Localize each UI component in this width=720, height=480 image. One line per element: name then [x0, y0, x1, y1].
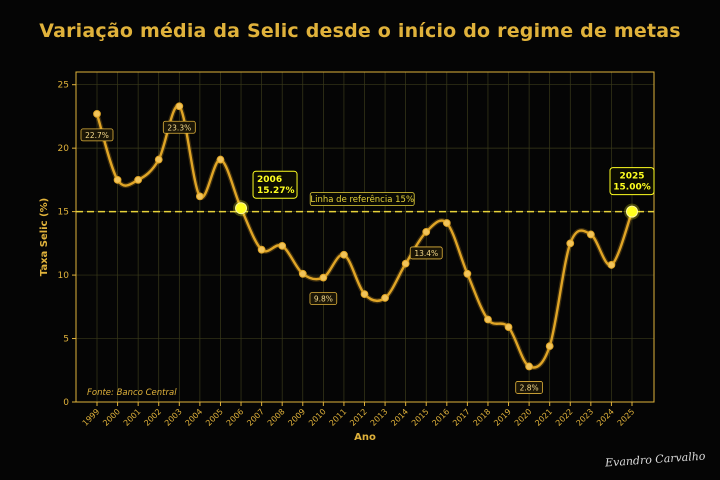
x-tick-label: 2001: [122, 407, 143, 428]
x-tick-label: 2014: [389, 407, 410, 428]
x-tick-label: 2021: [533, 407, 554, 428]
x-tick-label: 2024: [595, 407, 616, 428]
data-point: [401, 259, 410, 268]
point-label-box: [409, 246, 443, 260]
y-tick-label: 10: [58, 271, 70, 281]
x-tick-label: 2007: [245, 407, 266, 428]
x-tick-label: 2012: [348, 407, 369, 428]
data-point: [257, 245, 266, 254]
data-point: [216, 155, 225, 164]
data-point: [484, 315, 492, 324]
reference-label: Linha de referência 15%: [310, 194, 414, 205]
data-point: [504, 323, 513, 332]
highlight-year: 2006: [257, 175, 282, 185]
data-point: [442, 219, 451, 227]
y-tick-label: 20: [58, 144, 70, 154]
data-point: [422, 228, 431, 236]
point-label: 23.3%: [167, 123, 191, 132]
y-tick-label: 5: [63, 335, 69, 345]
y-tick-label: 15: [58, 208, 69, 218]
data-point: [525, 362, 534, 371]
data-point: [360, 290, 369, 299]
highlight-year: 2025: [619, 172, 644, 182]
x-tick-label: 2022: [554, 407, 575, 428]
data-point: [463, 269, 472, 278]
highlight-value: 15.00%: [613, 183, 651, 193]
y-axis-label: Taxa Selic (%): [39, 198, 50, 276]
data-point: [195, 192, 204, 201]
highlight-box: [252, 170, 298, 199]
data-point: [113, 175, 122, 184]
x-tick-label: 2016: [430, 407, 451, 428]
data-point: [319, 273, 328, 282]
x-tick-label: 2025: [616, 407, 637, 428]
x-tick-label: 2019: [492, 407, 513, 428]
data-point: [340, 250, 348, 259]
data-point: [566, 239, 575, 248]
data-point: [381, 294, 389, 302]
plot-frame: [75, 71, 655, 403]
x-tick-label: 2023: [575, 407, 596, 428]
x-tick-label: 2003: [163, 407, 184, 428]
y-tick-label: 25: [58, 81, 69, 91]
x-tick-label: 2017: [451, 407, 472, 428]
point-label: 2.8%: [520, 383, 539, 392]
x-tick-label: 2009: [286, 407, 307, 428]
data-point: [278, 241, 287, 250]
x-tick-label: 2010: [307, 407, 328, 428]
x-tick-label: 2015: [410, 407, 431, 428]
point-label-box: [80, 128, 114, 142]
data-point: [586, 230, 595, 239]
x-tick-label: 2006: [225, 407, 246, 428]
reference-label-box: [309, 192, 415, 207]
highlight-value: 15.27%: [257, 186, 295, 196]
highlight-box: [609, 167, 655, 196]
data-point: [175, 102, 184, 111]
highlight-point: [626, 205, 638, 218]
data-point: [134, 175, 143, 184]
point-label: 9.8%: [314, 295, 333, 304]
data-point: [607, 261, 616, 269]
point-label: 13.4%: [414, 249, 438, 258]
x-tick-label: 2013: [369, 407, 390, 428]
highlight-point: [235, 202, 248, 215]
y-tick-label: 0: [63, 398, 69, 408]
x-tick-label: 2002: [142, 407, 163, 428]
x-axis-label: Ano: [354, 432, 376, 443]
x-tick-label: 2004: [184, 407, 205, 428]
data-point: [93, 109, 101, 118]
chart-title: Variação média da Selic desde o início d…: [39, 20, 681, 42]
point-label-box: [309, 292, 338, 306]
x-tick-label: 1999: [81, 407, 102, 428]
point-label-box: [162, 120, 196, 134]
x-tick-label: 2011: [328, 407, 349, 428]
data-point: [154, 155, 163, 164]
data-point: [545, 342, 554, 351]
x-tick-label: 2008: [266, 407, 287, 428]
x-tick-label: 2005: [204, 407, 225, 428]
x-tick-label: 2020: [513, 407, 534, 428]
point-label-box: [515, 381, 543, 394]
point-label: 22.7%: [85, 131, 109, 140]
x-tick-label: 2000: [101, 407, 122, 428]
source-note: Fonte: Banco Central: [87, 388, 177, 398]
x-tick-label: 2018: [472, 407, 493, 428]
data-point: [298, 269, 307, 278]
